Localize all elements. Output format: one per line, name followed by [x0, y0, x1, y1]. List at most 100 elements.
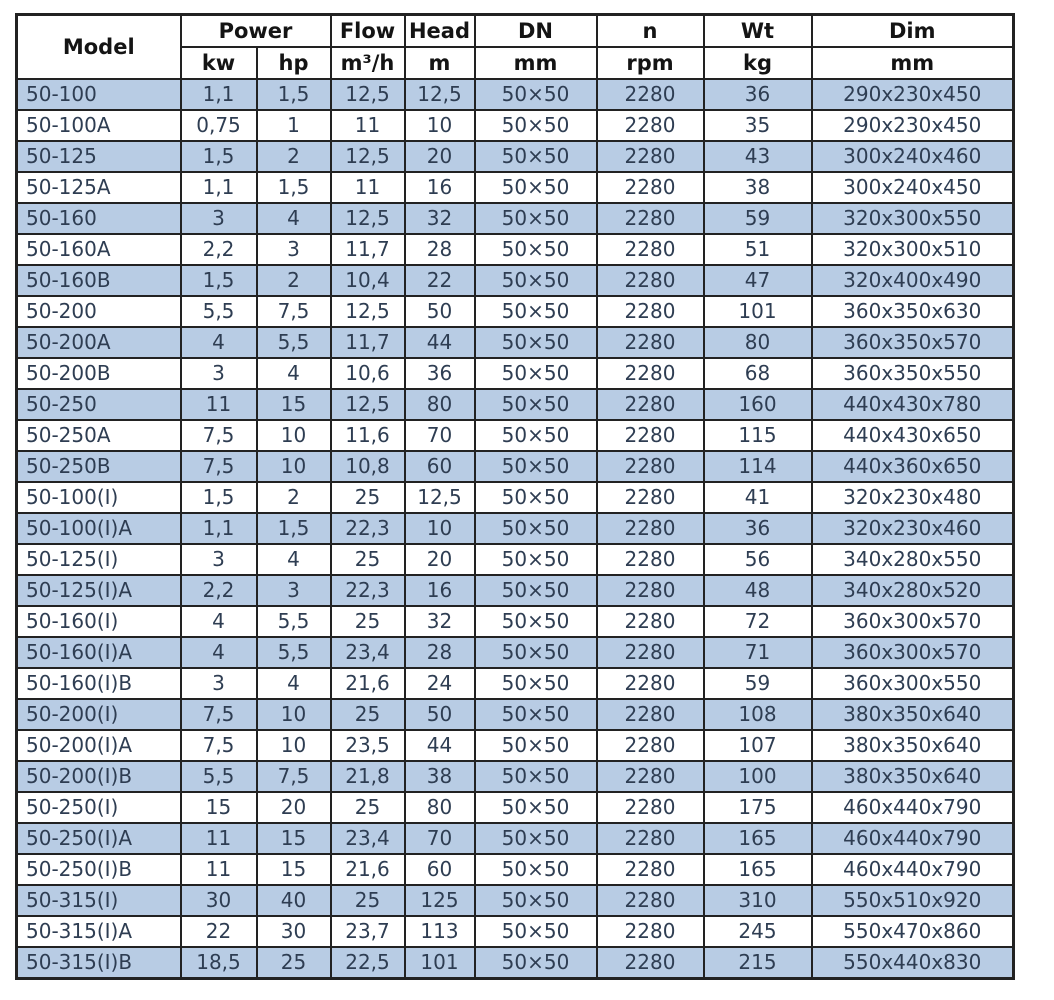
cell-dim: 460x440x790	[810, 853, 1015, 886]
cell-wt: 68	[702, 357, 813, 390]
cell-wt: 310	[702, 884, 813, 917]
cell-model: 50-200(I)A	[15, 729, 182, 762]
cell-dn: 50×50	[473, 326, 598, 359]
cell-power-kw: 1,1	[179, 512, 258, 545]
table-row: 50-250A 7,5 10 11,6 70 50×50 2280 115 440x430x65…	[15, 419, 1015, 452]
cell-wt: 107	[702, 729, 813, 762]
cell-dn: 50×50	[473, 202, 598, 235]
cell-dim: 360x350x550	[810, 357, 1015, 390]
cell-flow: 12,5	[329, 78, 406, 111]
cell-power-hp: 7,5	[255, 295, 332, 328]
cell-power-hp: 4	[255, 357, 332, 390]
cell-model: 50-100	[15, 78, 182, 111]
cell-n-rpm: 2280	[595, 419, 705, 452]
cell-n-rpm: 2280	[595, 264, 705, 297]
cell-head: 125	[403, 884, 476, 917]
cell-wt: 72	[702, 605, 813, 638]
cell-dn: 50×50	[473, 171, 598, 204]
cell-head: 20	[403, 140, 476, 173]
table-row: 50-125(I) 3 4 25 20 50×50 2280 56 340x280x550	[15, 543, 1015, 576]
cell-flow: 21,8	[329, 760, 406, 793]
cell-head: 60	[403, 450, 476, 483]
cell-power-hp: 10	[255, 698, 332, 731]
cell-dim: 300x240x460	[810, 140, 1015, 173]
cell-flow: 12,5	[329, 388, 406, 421]
cell-head: 20	[403, 543, 476, 576]
cell-flow: 25	[329, 481, 406, 514]
cell-wt: 59	[702, 202, 813, 235]
cell-head: 38	[403, 760, 476, 793]
table-row: 50-200B 3 4 10,6 36 50×50 2280 68 360x350x550	[15, 357, 1015, 390]
cell-model: 50-160B	[15, 264, 182, 297]
col-header-n: n	[595, 13, 705, 48]
cell-flow: 11,7	[329, 233, 406, 266]
cell-model: 50-125	[15, 140, 182, 173]
table-row: 50-160(I)A 4 5,5 23,4 28 50×50 2280 71 360x300x5…	[15, 636, 1015, 669]
cell-power-kw: 7,5	[179, 729, 258, 762]
cell-flow: 25	[329, 605, 406, 638]
cell-power-kw: 7,5	[179, 698, 258, 731]
cell-flow: 12,5	[329, 295, 406, 328]
cell-power-hp: 15	[255, 388, 332, 421]
cell-power-kw: 0,75	[179, 109, 258, 142]
cell-flow: 25	[329, 543, 406, 576]
cell-dim: 290x230x450	[810, 78, 1015, 111]
cell-dn: 50×50	[473, 636, 598, 669]
cell-dim: 320x300x550	[810, 202, 1015, 235]
table-row: 50-200(I)B 5,5 7,5 21,8 38 50×50 2280 100 380x35…	[15, 760, 1015, 793]
table-body: 50-100 1,1 1,5 12,5 12,5 50×50 2280 36 290x230x4…	[15, 78, 1015, 980]
cell-n-rpm: 2280	[595, 109, 705, 142]
cell-flow: 10,6	[329, 357, 406, 390]
cell-model: 50-200(I)	[15, 698, 182, 731]
cell-head: 50	[403, 295, 476, 328]
cell-power-kw: 1,1	[179, 78, 258, 111]
cell-head: 32	[403, 605, 476, 638]
cell-flow: 11,7	[329, 326, 406, 359]
cell-dn: 50×50	[473, 822, 598, 855]
cell-n-rpm: 2280	[595, 574, 705, 607]
cell-power-hp: 30	[255, 915, 332, 948]
cell-model: 50-100(I)	[15, 481, 182, 514]
unit-flow: m³/h	[329, 46, 406, 80]
cell-model: 50-200(I)B	[15, 760, 182, 793]
table-row: 50-250(I)A 11 15 23,4 70 50×50 2280 165 460x440x…	[15, 822, 1015, 855]
cell-head: 28	[403, 636, 476, 669]
cell-power-kw: 7,5	[179, 450, 258, 483]
cell-n-rpm: 2280	[595, 915, 705, 948]
cell-wt: 165	[702, 822, 813, 855]
cell-power-hp: 2	[255, 140, 332, 173]
col-header-model: Model	[15, 13, 182, 80]
table-row: 50-125 1,5 2 12,5 20 50×50 2280 43 300x240x460	[15, 140, 1015, 173]
cell-wt: 41	[702, 481, 813, 514]
cell-dn: 50×50	[473, 264, 598, 297]
cell-wt: 215	[702, 946, 813, 980]
cell-model: 50-125(I)	[15, 543, 182, 576]
cell-dn: 50×50	[473, 760, 598, 793]
cell-wt: 100	[702, 760, 813, 793]
cell-flow: 22,3	[329, 574, 406, 607]
cell-head: 32	[403, 202, 476, 235]
cell-wt: 59	[702, 667, 813, 700]
unit-dim: mm	[810, 46, 1015, 80]
cell-flow: 11,6	[329, 419, 406, 452]
cell-head: 10	[403, 109, 476, 142]
cell-model: 50-250(I)A	[15, 822, 182, 855]
cell-n-rpm: 2280	[595, 450, 705, 483]
col-header-head: Head	[403, 13, 476, 48]
cell-dn: 50×50	[473, 109, 598, 142]
cell-wt: 160	[702, 388, 813, 421]
table-row: 50-200(I) 7,5 10 25 50 50×50 2280 108 380x350x64…	[15, 698, 1015, 731]
cell-n-rpm: 2280	[595, 481, 705, 514]
cell-dim: 340x280x550	[810, 543, 1015, 576]
cell-dn: 50×50	[473, 357, 598, 390]
cell-dn: 50×50	[473, 481, 598, 514]
cell-n-rpm: 2280	[595, 295, 705, 328]
cell-power-hp: 1,5	[255, 171, 332, 204]
cell-dn: 50×50	[473, 450, 598, 483]
cell-power-kw: 30	[179, 884, 258, 917]
cell-n-rpm: 2280	[595, 698, 705, 731]
cell-power-hp: 4	[255, 543, 332, 576]
cell-power-kw: 1,5	[179, 140, 258, 173]
cell-wt: 43	[702, 140, 813, 173]
cell-model: 50-315(I)B	[15, 946, 182, 980]
